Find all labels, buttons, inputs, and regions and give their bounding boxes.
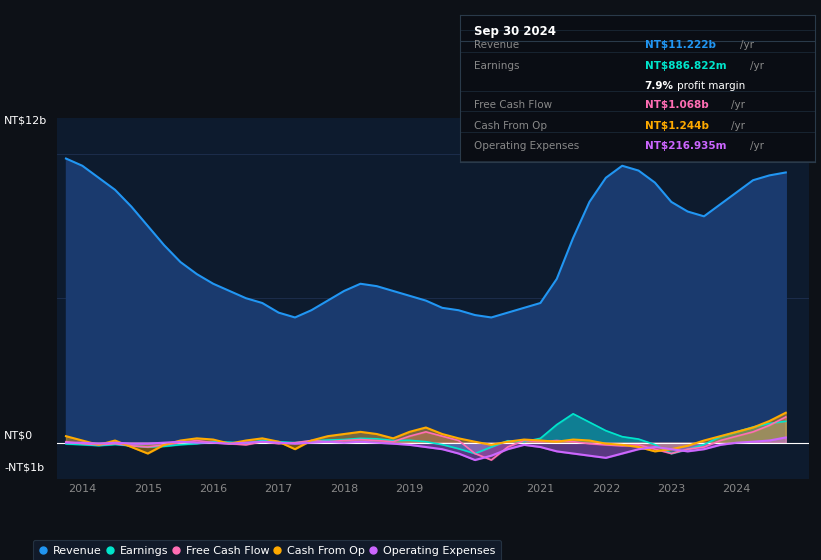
Text: NT$11.222b: NT$11.222b — [644, 40, 716, 50]
Legend: Revenue, Earnings, Free Cash Flow, Cash From Op, Operating Expenses: Revenue, Earnings, Free Cash Flow, Cash … — [33, 540, 501, 560]
Text: NT$1.244b: NT$1.244b — [644, 121, 709, 131]
Text: NT$886.822m: NT$886.822m — [644, 61, 727, 71]
Text: Revenue: Revenue — [475, 40, 520, 50]
Text: -NT$1b: -NT$1b — [4, 463, 44, 473]
Text: NT$0: NT$0 — [4, 431, 33, 441]
Text: Operating Expenses: Operating Expenses — [475, 142, 580, 151]
Text: Sep 30 2024: Sep 30 2024 — [475, 25, 556, 38]
Text: Earnings: Earnings — [475, 61, 520, 71]
Text: /yr: /yr — [750, 61, 764, 71]
Text: /yr: /yr — [732, 100, 745, 110]
Text: NT$12b: NT$12b — [4, 115, 48, 125]
Text: /yr: /yr — [732, 121, 745, 131]
Text: profit margin: profit margin — [677, 81, 745, 91]
Text: NT$216.935m: NT$216.935m — [644, 142, 726, 151]
Text: Cash From Op: Cash From Op — [475, 121, 548, 131]
Text: /yr: /yr — [750, 142, 764, 151]
Text: NT$1.068b: NT$1.068b — [644, 100, 709, 110]
Text: 7.9%: 7.9% — [644, 81, 673, 91]
Text: Free Cash Flow: Free Cash Flow — [475, 100, 553, 110]
Text: /yr: /yr — [741, 40, 754, 50]
